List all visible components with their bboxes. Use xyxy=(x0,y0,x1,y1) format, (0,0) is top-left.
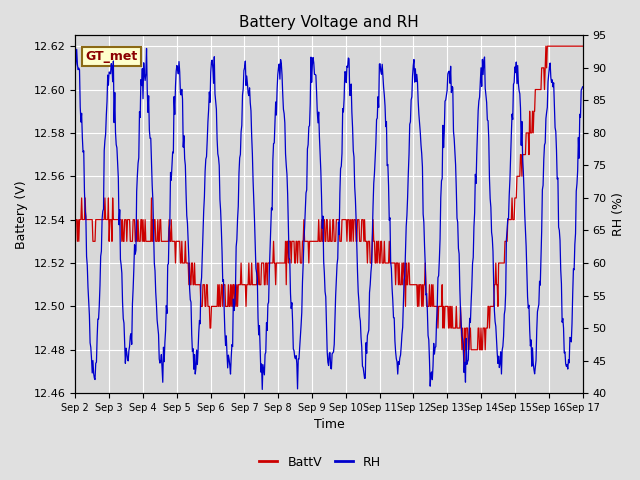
BattV xyxy=(184,260,192,266)
RH xyxy=(143,46,150,51)
RH xyxy=(392,349,399,355)
RH xyxy=(185,256,193,262)
BattV xyxy=(72,217,79,223)
BattV xyxy=(81,217,88,223)
RH xyxy=(133,189,141,194)
BattV xyxy=(133,217,141,223)
BattV xyxy=(542,43,550,49)
BattV xyxy=(405,260,413,266)
X-axis label: Time: Time xyxy=(314,419,344,432)
BattV xyxy=(460,369,468,374)
Line: RH: RH xyxy=(76,48,582,389)
RH xyxy=(212,99,220,105)
BattV xyxy=(211,303,219,309)
Text: GT_met: GT_met xyxy=(85,49,138,63)
BattV xyxy=(579,43,586,49)
RH xyxy=(259,386,266,392)
RH xyxy=(406,119,414,125)
Legend: BattV, RH: BattV, RH xyxy=(253,451,387,474)
RH xyxy=(579,84,586,90)
RH xyxy=(81,189,88,194)
Y-axis label: Battery (V): Battery (V) xyxy=(15,180,28,249)
Line: BattV: BattV xyxy=(76,46,582,372)
BattV xyxy=(390,260,398,266)
RH xyxy=(72,67,79,72)
Title: Battery Voltage and RH: Battery Voltage and RH xyxy=(239,15,419,30)
Y-axis label: RH (%): RH (%) xyxy=(612,192,625,236)
